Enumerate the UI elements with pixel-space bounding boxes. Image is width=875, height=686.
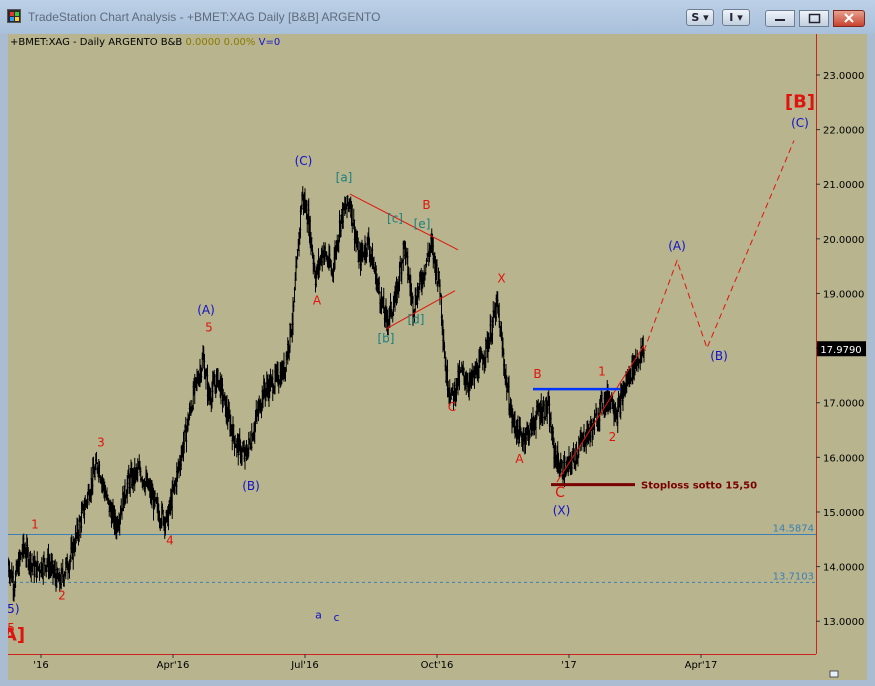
- price-chart[interactable]: +BMET:XAG - Daily ARGENTO B&B 0.0000 0.0…: [8, 34, 867, 680]
- triangle-upper-line: [349, 193, 459, 251]
- wave-label: 3: [97, 435, 105, 449]
- tradestation-app-icon: [7, 9, 21, 23]
- wave-label: (C): [791, 116, 809, 130]
- y-tick-label: 23.0000: [823, 71, 864, 82]
- wave-label: [a]: [336, 170, 353, 184]
- wave-label: [B]: [785, 92, 815, 113]
- y-tick-label: 22.0000: [823, 126, 864, 137]
- projection-path: [643, 140, 795, 352]
- rising-trendline: [556, 345, 645, 483]
- resize-corner-icon: [829, 670, 839, 678]
- style-menu-label: S: [691, 11, 700, 24]
- wave-label: [b]: [378, 332, 395, 346]
- wave-label: (B): [710, 349, 728, 363]
- maximize-icon: [808, 13, 821, 24]
- close-icon: [844, 13, 854, 23]
- wave-label: (5): [8, 602, 20, 616]
- wave-label: A: [313, 293, 322, 307]
- minimize-icon: [775, 19, 785, 21]
- wave-label: 1: [31, 517, 39, 531]
- wave-label: (X): [553, 504, 571, 518]
- y-tick-label: 20.0000: [823, 235, 864, 246]
- wave-label: A: [515, 452, 524, 466]
- wave-label: X: [497, 272, 505, 286]
- price-axis-panel: [816, 34, 867, 680]
- y-tick-label: 17.0000: [823, 399, 864, 410]
- y-tick-label: 14.0000: [823, 563, 864, 574]
- minimize-button[interactable]: [765, 10, 795, 27]
- wave-label: [e]: [414, 217, 431, 231]
- wave-label: C: [448, 400, 456, 414]
- wave-label: [c]: [387, 211, 403, 225]
- wave-label: B: [422, 198, 430, 212]
- insert-menu-label: I: [729, 11, 734, 24]
- chevron-down-icon: ▾: [733, 11, 743, 24]
- wave-label: 2: [609, 430, 617, 444]
- chart-header: +BMET:XAG - Daily ARGENTO B&B 0.0000 0.0…: [10, 37, 280, 48]
- wave-label: A]: [8, 624, 25, 645]
- style-menu-button[interactable]: S ▾: [686, 9, 714, 26]
- wave-label: B: [533, 367, 541, 381]
- wave-label: 5: [8, 621, 15, 635]
- wave-label: [d]: [408, 313, 425, 327]
- chart-header-volume: V=0: [255, 37, 280, 48]
- last-price-marker: [817, 341, 866, 357]
- chart-header-change: 0.0000: [182, 37, 220, 48]
- wave-label: 2: [58, 588, 66, 602]
- wave-label: 5: [205, 321, 213, 335]
- x-tick-label: '16: [33, 660, 48, 671]
- chevron-down-icon: ▾: [699, 11, 709, 24]
- x-tick-label: Oct'16: [421, 660, 454, 671]
- wave-label: C: [555, 485, 565, 501]
- chart-header-change-pct: 0.00%: [220, 37, 255, 48]
- wave-label: (C): [295, 154, 313, 168]
- insert-menu-button[interactable]: I ▾: [722, 9, 750, 26]
- close-button[interactable]: [833, 10, 865, 27]
- reference-level-label: 13.7103: [773, 571, 814, 582]
- last-price-label: 17.9790: [820, 345, 861, 356]
- stoploss-label: Stoploss sotto 15,50: [641, 481, 757, 492]
- x-tick-label: Jul'16: [290, 660, 319, 671]
- reference-level-label: 14.5874: [773, 524, 814, 535]
- y-tick-label: 16.0000: [823, 453, 864, 464]
- wave-label: a: [315, 608, 322, 621]
- maximize-button[interactable]: [799, 10, 829, 27]
- x-tick-label: '17: [561, 660, 576, 671]
- title-bar[interactable]: TradeStation Chart Analysis - +BMET:XAG …: [0, 0, 875, 34]
- chart-background: [8, 34, 867, 680]
- chart-header-symbol: +BMET:XAG - Daily ARGENTO B&B: [10, 37, 182, 48]
- y-tick-label: 13.0000: [823, 617, 864, 628]
- triangle-lower-line: [385, 290, 456, 330]
- wave-label: c: [333, 611, 339, 624]
- wave-label: 4: [166, 534, 174, 548]
- y-tick-label: 15.0000: [823, 508, 864, 519]
- wave-label: (B): [242, 479, 260, 493]
- chart-frame[interactable]: +BMET:XAG - Daily ARGENTO B&B 0.0000 0.0…: [8, 34, 867, 680]
- wave-label: (A): [668, 239, 686, 253]
- x-tick-label: Apr'16: [157, 660, 190, 671]
- x-tick-label: Apr'17: [685, 660, 718, 671]
- y-tick-label: 21.0000: [823, 180, 864, 191]
- y-tick-label: 19.0000: [823, 289, 864, 300]
- window-title: TradeStation Chart Analysis - +BMET:XAG …: [28, 10, 381, 24]
- wave-label: 1: [598, 364, 606, 378]
- wave-label: (A): [197, 303, 215, 317]
